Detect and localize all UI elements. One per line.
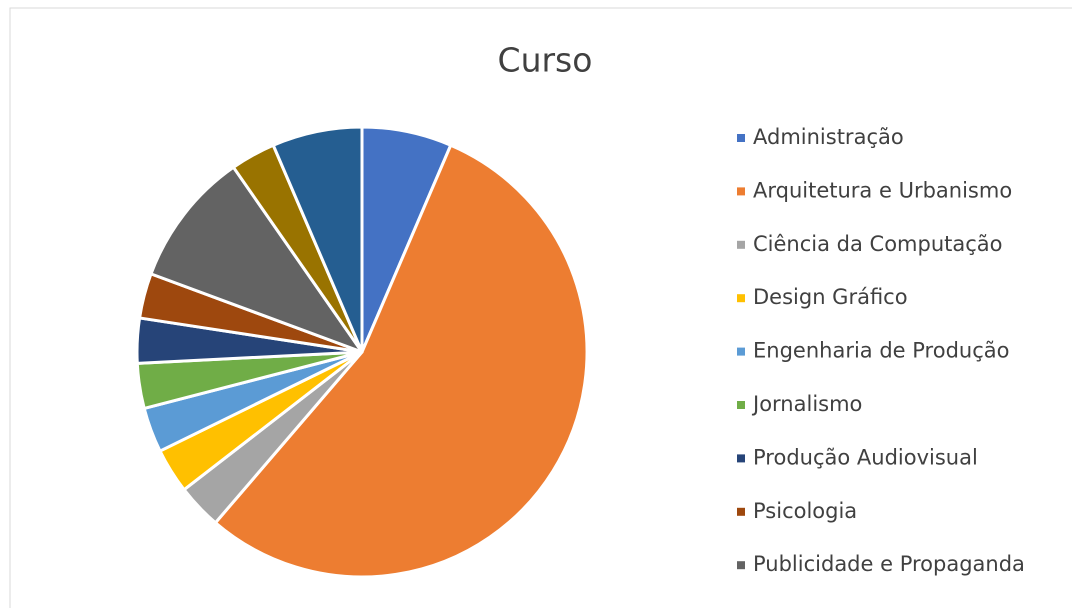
- legend-label: Psicologia: [753, 499, 857, 523]
- legend-marker: [737, 187, 745, 196]
- legend-marker: [737, 294, 745, 303]
- legend-label: Arquitetura e Urbanismo: [753, 178, 1012, 202]
- legend-marker: [737, 240, 745, 249]
- legend-marker: [737, 401, 745, 409]
- legend-marker: [737, 561, 745, 570]
- legend-label: Administração: [753, 125, 904, 149]
- legend-label: Publicidade e Propaganda: [753, 552, 1025, 576]
- legend-marker: [737, 347, 745, 356]
- chart-title: Curso: [498, 41, 593, 80]
- legend-marker: [737, 507, 745, 516]
- pie-slice: [213, 143, 589, 579]
- pie-slice: [149, 165, 364, 354]
- legend-marker: [737, 134, 745, 142]
- pie-slice: [271, 125, 364, 354]
- legend-label: Produção Audiovisual: [753, 445, 978, 469]
- legend-label: Engenharia de Produção: [753, 339, 1009, 363]
- legend-marker: [737, 454, 745, 463]
- legend-label: Jornalismo: [751, 392, 862, 416]
- legend-label: Ciência da Computação: [753, 232, 1003, 256]
- legend-label: Design Gráfico: [753, 285, 908, 309]
